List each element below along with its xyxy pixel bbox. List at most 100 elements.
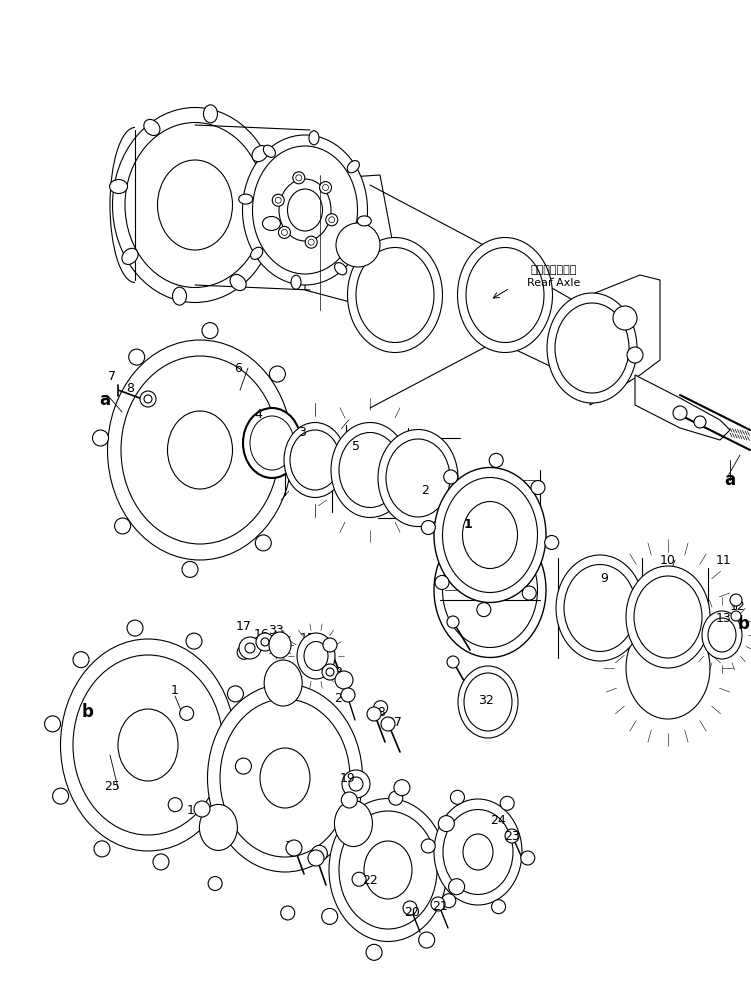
Circle shape [322, 184, 328, 190]
Circle shape [505, 829, 519, 843]
Ellipse shape [626, 566, 710, 668]
Ellipse shape [634, 576, 702, 658]
Ellipse shape [243, 135, 367, 285]
Circle shape [279, 226, 291, 239]
Ellipse shape [347, 161, 360, 172]
Ellipse shape [434, 799, 522, 905]
Text: 14: 14 [187, 804, 203, 817]
Ellipse shape [158, 160, 233, 250]
Circle shape [326, 214, 338, 226]
Ellipse shape [339, 432, 401, 507]
Ellipse shape [260, 748, 310, 808]
Text: 13: 13 [716, 611, 732, 624]
Text: 19: 19 [340, 772, 356, 785]
Circle shape [335, 671, 353, 689]
Ellipse shape [434, 468, 546, 603]
Ellipse shape [348, 238, 442, 353]
Circle shape [326, 668, 334, 676]
Circle shape [237, 645, 251, 659]
Ellipse shape [125, 123, 265, 287]
Circle shape [322, 664, 338, 680]
Ellipse shape [364, 841, 412, 899]
Ellipse shape [442, 478, 538, 593]
Ellipse shape [290, 430, 340, 490]
Circle shape [235, 758, 252, 774]
Circle shape [305, 236, 317, 248]
Circle shape [373, 701, 388, 715]
Circle shape [673, 406, 687, 420]
Circle shape [73, 652, 89, 668]
Ellipse shape [269, 632, 291, 658]
Ellipse shape [708, 618, 736, 652]
Circle shape [291, 454, 307, 470]
Ellipse shape [357, 216, 371, 226]
Ellipse shape [356, 248, 434, 343]
Ellipse shape [339, 811, 437, 929]
Ellipse shape [252, 146, 268, 162]
Circle shape [153, 854, 169, 870]
Circle shape [520, 851, 535, 865]
Circle shape [208, 876, 222, 891]
Text: 30: 30 [284, 839, 300, 852]
Ellipse shape [230, 275, 246, 290]
Circle shape [261, 638, 269, 646]
Ellipse shape [334, 801, 372, 846]
Ellipse shape [110, 179, 128, 193]
Text: 1: 1 [171, 684, 179, 697]
Ellipse shape [284, 422, 346, 497]
Text: 22: 22 [362, 873, 378, 887]
Ellipse shape [252, 146, 357, 274]
Ellipse shape [457, 238, 553, 353]
Ellipse shape [626, 617, 710, 719]
Circle shape [341, 688, 355, 702]
Circle shape [448, 879, 465, 895]
Text: 18: 18 [328, 666, 344, 679]
Circle shape [341, 792, 357, 808]
Circle shape [281, 906, 294, 920]
Circle shape [522, 586, 536, 601]
Circle shape [389, 791, 403, 805]
Circle shape [613, 306, 637, 330]
Circle shape [179, 707, 194, 720]
Ellipse shape [207, 684, 363, 872]
Circle shape [319, 181, 331, 193]
Text: 3: 3 [298, 425, 306, 438]
Circle shape [140, 391, 156, 407]
Circle shape [731, 611, 741, 621]
Circle shape [431, 897, 445, 911]
Circle shape [447, 616, 459, 628]
Ellipse shape [458, 666, 518, 738]
Circle shape [447, 656, 459, 668]
Ellipse shape [279, 179, 331, 241]
Circle shape [255, 535, 271, 551]
Text: a: a [99, 391, 110, 409]
Text: Rear Axle: Rear Axle [527, 278, 581, 288]
Circle shape [115, 518, 131, 534]
Circle shape [44, 716, 61, 732]
Polygon shape [635, 375, 730, 440]
Circle shape [531, 481, 545, 495]
Text: 7: 7 [108, 370, 116, 383]
Ellipse shape [167, 411, 233, 489]
Circle shape [168, 798, 182, 812]
Circle shape [492, 900, 505, 914]
Circle shape [329, 217, 335, 223]
Circle shape [321, 909, 338, 925]
Text: 8: 8 [126, 382, 134, 394]
Text: 15: 15 [300, 631, 316, 644]
Circle shape [194, 801, 210, 817]
Ellipse shape [122, 249, 138, 265]
Text: 4: 4 [254, 407, 262, 420]
Circle shape [276, 197, 282, 203]
Ellipse shape [564, 565, 636, 651]
Circle shape [381, 717, 395, 731]
Circle shape [128, 349, 145, 365]
Ellipse shape [464, 673, 512, 731]
Circle shape [293, 171, 305, 183]
Text: 32: 32 [478, 694, 494, 707]
Circle shape [207, 823, 223, 838]
Circle shape [367, 707, 381, 721]
Ellipse shape [73, 655, 223, 835]
Ellipse shape [309, 131, 319, 145]
Circle shape [323, 638, 337, 652]
